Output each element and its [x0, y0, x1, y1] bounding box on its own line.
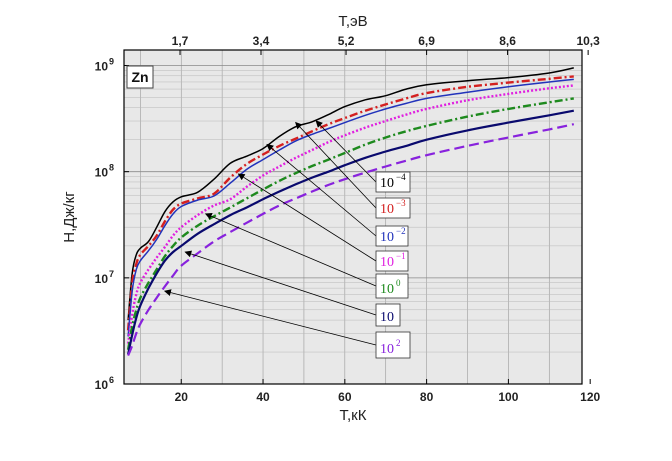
legend-label: 10: [380, 282, 394, 297]
legend-entry-1: 10 −3: [375, 197, 411, 219]
grid: [124, 50, 582, 384]
legend-label: 10: [380, 176, 394, 191]
legend-exponent: −4: [396, 172, 406, 182]
legend-label: 10: [380, 310, 394, 325]
legend-box: [375, 331, 411, 359]
legend-label: 10: [380, 342, 394, 357]
legend-entry-5: 10: [375, 303, 401, 327]
legend-entry-2: 10 −2: [375, 225, 409, 247]
callout-line-3: [237, 173, 377, 262]
top-tick-label: 1,7: [172, 34, 189, 48]
y-tick-label: 10: [95, 60, 109, 74]
series-line-5: [127, 109, 575, 355]
callout-line-4: [204, 213, 377, 287]
x-axis-title: T,кК: [340, 407, 367, 424]
y-tick-exponent: 9: [109, 57, 114, 67]
series-layer: [126, 67, 575, 357]
callout-layer: [163, 120, 377, 346]
callout-line-0: [315, 120, 377, 183]
legend-box: [375, 197, 411, 219]
legend-entry-3: 10 −1: [375, 250, 409, 272]
y-tick-label: 10: [95, 166, 109, 180]
top-axis-ticks: 1,7 3,4 5,2 6,9 8,6 10,3: [172, 34, 600, 55]
y-axis-title: H,Дж/кг: [61, 191, 78, 243]
top-tick-label: 6,9: [418, 34, 435, 48]
legend-entry-6: 10 2: [375, 331, 411, 359]
y-tick-exponent: 8: [109, 163, 114, 173]
legend-exponent: −1: [396, 251, 406, 261]
legend-label: 10: [380, 255, 394, 270]
top-tick-label: 5,2: [338, 34, 355, 48]
top-tick-label: 3,4: [253, 34, 270, 48]
legend-entry-4: 10 0: [375, 273, 409, 299]
legend-label: 10: [380, 230, 394, 245]
series-line-4: [126, 97, 575, 351]
top-axis-title: T,эВ: [338, 13, 367, 30]
series-line-0: [127, 67, 574, 321]
top-tick-label: 10,3: [576, 34, 600, 48]
callout-line-6: [163, 289, 377, 346]
panel-label-box: Zn: [126, 65, 154, 89]
y-tick-label: 10: [95, 378, 109, 392]
series-line-2: [127, 78, 574, 337]
legend-box: [375, 250, 409, 272]
legend-exponent: 0: [396, 278, 401, 288]
legend-box: [375, 171, 411, 193]
x-tick-label: 100: [498, 390, 518, 404]
callout-line-1: [295, 121, 377, 209]
x-tick-label: 20: [175, 390, 189, 404]
panel-label: Zn: [131, 69, 148, 85]
y-tick-exponent: 6: [109, 375, 114, 385]
legend-box: [375, 303, 401, 327]
legend-entry-0: 10 −4: [375, 171, 411, 193]
y-tick-exponent: 7: [109, 269, 114, 279]
series-line-3: [126, 84, 574, 344]
x-axis-ticks: 20 40 60 80 100 120: [175, 379, 601, 404]
x-tick-label: 60: [338, 390, 352, 404]
legend-exponent: 2: [396, 338, 401, 348]
x-tick-label: 80: [420, 390, 434, 404]
callout-line-5: [184, 250, 377, 316]
callout-line-2: [266, 143, 377, 237]
plot-frame: [123, 49, 583, 385]
legend-box: [375, 225, 409, 247]
legend-box: [375, 273, 409, 299]
x-tick-label: 40: [256, 390, 270, 404]
top-tick-label: 8,6: [499, 34, 516, 48]
series-line-1: [126, 75, 574, 331]
x-tick-label: 120: [580, 390, 600, 404]
legend-exponent: −2: [396, 226, 406, 236]
legend-label: 10: [380, 202, 394, 217]
legend-exponent: −3: [396, 198, 406, 208]
y-tick-label: 10: [95, 272, 109, 286]
series-line-6: [127, 123, 575, 357]
